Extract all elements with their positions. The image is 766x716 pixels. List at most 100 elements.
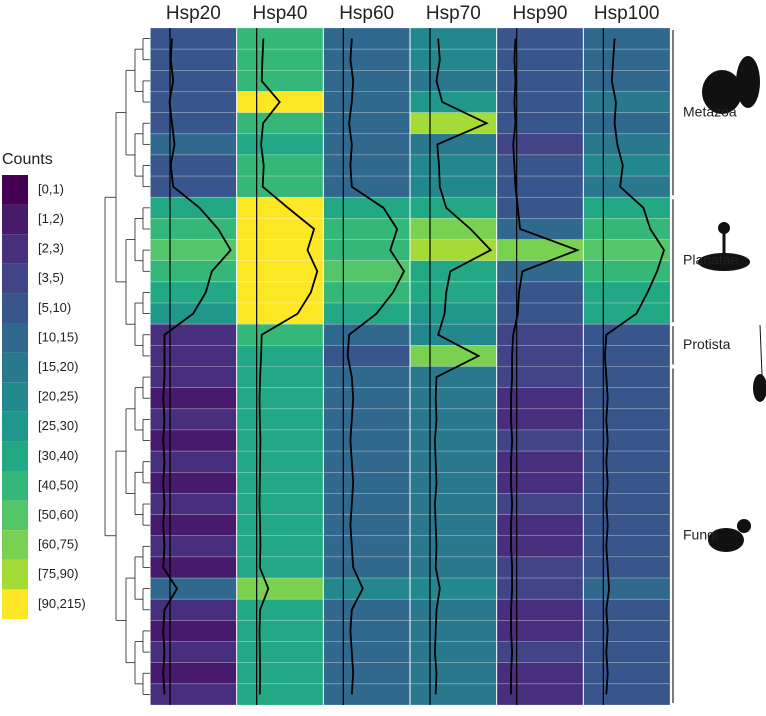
heat-cell (496, 323, 584, 346)
heat-cell (496, 450, 584, 473)
column-header: Hsp90 (513, 3, 568, 24)
heat-cell (583, 598, 671, 621)
heat-cell (323, 662, 411, 685)
heat-cell (149, 70, 237, 92)
heat-cell (583, 323, 671, 346)
heat-cell (149, 218, 237, 240)
legend-label: [75,90) (38, 566, 78, 581)
heat-cell (236, 218, 324, 240)
heat-cell (583, 662, 671, 685)
heat-cell (149, 345, 237, 367)
heat-cell (149, 577, 237, 600)
heat-cell (323, 429, 411, 452)
legend-label: [3,5) (38, 270, 64, 285)
heat-cell (409, 471, 497, 494)
heat-cell (323, 154, 411, 177)
heat-cell (583, 48, 671, 71)
heat-cell (583, 133, 671, 156)
heat-cell (409, 281, 497, 304)
heat-cell (236, 27, 324, 50)
heat-cell (149, 260, 237, 283)
heat-cell (409, 556, 497, 579)
heat-cell (496, 620, 584, 642)
heat-cell (583, 620, 671, 642)
legend-label: [40,50) (38, 477, 78, 492)
heat-cell (323, 196, 411, 219)
heat-cell (323, 408, 411, 431)
heat-cell (236, 345, 324, 367)
heat-cell (236, 641, 324, 663)
heat-cell (409, 196, 497, 219)
heat-cell (409, 112, 497, 135)
heat-cell (149, 281, 237, 304)
heat-cell (236, 620, 324, 642)
heat-cell (409, 620, 497, 642)
heat-cell (323, 48, 411, 71)
heat-cell (236, 154, 324, 177)
heat-cell (323, 450, 411, 473)
heat-cell (236, 450, 324, 473)
heat-cell (496, 91, 584, 113)
heat-cell (583, 556, 671, 579)
heat-cell (409, 408, 497, 431)
heat-cell (409, 27, 497, 50)
legend-swatch (2, 500, 28, 531)
heat-cell (323, 91, 411, 113)
heat-cell (583, 196, 671, 219)
legend-label: [25,30) (38, 418, 78, 433)
heat-cell (149, 133, 237, 156)
legend-label: [2,3) (38, 241, 64, 256)
heat-cell (409, 260, 497, 283)
plant-flower (718, 222, 730, 234)
protist-flagellum (759, 324, 763, 376)
heat-cell (409, 48, 497, 71)
legend-swatch (2, 263, 28, 294)
heat-cell (583, 535, 671, 558)
heat-cell (409, 429, 497, 452)
heat-cell (149, 366, 237, 388)
heat-cell (496, 556, 584, 579)
heat-cell (236, 175, 324, 198)
heat-cell (496, 366, 584, 388)
heat-cell (583, 471, 671, 494)
profile-line (346, 38, 406, 695)
heat-cell (496, 683, 584, 706)
column-header: Hsp70 (426, 3, 481, 24)
heat-cell (583, 683, 671, 706)
heat-cell (236, 112, 324, 135)
heat-cell (149, 154, 237, 177)
heat-cell (409, 683, 497, 706)
legend-label: [30,40) (38, 448, 78, 463)
heat-cell (496, 48, 584, 71)
heat-cell (409, 345, 497, 367)
heat-cell (149, 48, 237, 71)
heat-cell (149, 683, 237, 706)
group-label: Metazoa (683, 103, 737, 119)
heat-cell (409, 366, 497, 388)
heat-cell (236, 493, 324, 515)
heat-cell (236, 302, 324, 325)
legend-label: [15,20) (38, 359, 78, 374)
heat-cell (583, 429, 671, 452)
heat-cell (583, 239, 671, 262)
heat-cell (496, 514, 584, 537)
heat-cell (583, 514, 671, 537)
legend-swatch (2, 471, 28, 501)
heat-cell (149, 112, 237, 135)
heat-cell (236, 429, 324, 452)
heat-cell (583, 408, 671, 431)
column-header: Hsp100 (594, 3, 660, 24)
heat-cell (236, 535, 324, 558)
heat-cell (236, 48, 324, 71)
heat-cell (583, 218, 671, 240)
group-label: Planatae (683, 251, 738, 267)
column-header: Hsp20 (166, 3, 221, 24)
heat-cell (149, 535, 237, 558)
profile-line (510, 38, 580, 695)
legend-swatch (2, 382, 28, 412)
heat-cell (149, 175, 237, 198)
heat-cell (236, 662, 324, 685)
heat-cell (323, 493, 411, 515)
legend-title: Counts (2, 151, 53, 168)
heat-cell (236, 323, 324, 346)
